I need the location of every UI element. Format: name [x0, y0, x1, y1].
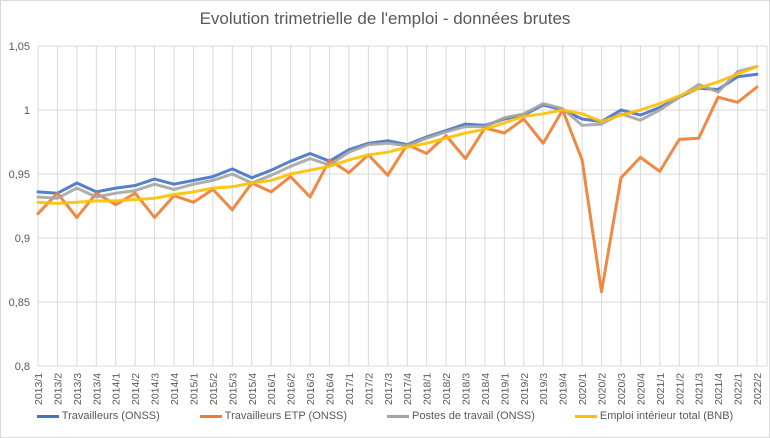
- legend-swatch: [387, 414, 410, 418]
- y-tick-label: 1,05: [9, 41, 30, 53]
- x-tick-label: 2018/3: [461, 373, 473, 405]
- legend-item: Emploi intérieur total (BNB): [574, 410, 734, 422]
- x-tick-label: 2017/3: [383, 373, 395, 405]
- y-tick-label: 0,95: [9, 169, 30, 181]
- series-line-travailleurs-onss: [36, 72, 759, 195]
- series-line-postes-de-travail-onss: [36, 65, 759, 200]
- series-line-emploi-int-rieur-total-bnb: [36, 65, 759, 205]
- x-tick-label: 2022/2: [752, 373, 764, 405]
- legend-item: Postes de travail (ONSS): [387, 410, 535, 422]
- legend-label: Emploi intérieur total (BNB): [599, 410, 734, 422]
- legend-label: Travailleurs ETP (ONSS): [224, 410, 348, 422]
- series-line-travailleurs-etp-onss: [36, 85, 759, 294]
- x-tick-label: 2015/2: [208, 373, 220, 405]
- x-tick-label: 2014/3: [150, 373, 162, 405]
- legend-item: Travailleurs ETP (ONSS): [199, 410, 348, 422]
- legend-swatch: [199, 414, 222, 418]
- legend-swatch: [574, 414, 597, 418]
- gridlines: [37, 45, 768, 367]
- y-tick-label: 0,85: [9, 297, 30, 309]
- x-tick-label: 2022/1: [733, 373, 745, 405]
- legend-label: Travailleurs (ONSS): [61, 410, 160, 422]
- x-tick-label: 2020/1: [577, 373, 589, 405]
- x-tick-label: 2016/2: [286, 373, 298, 405]
- x-tick-label: 2019/3: [538, 373, 550, 405]
- x-tick-label: 2020/3: [616, 373, 628, 405]
- series-lines: [36, 65, 759, 294]
- x-axis-ticks: 2013/1 2013/2 2013/3 2013/4 2014/1 2014/2 2014…: [33, 373, 764, 405]
- legend-label: Postes de travail (ONSS): [412, 410, 535, 422]
- x-tick-label: 2015/3: [227, 373, 239, 405]
- x-tick-label: 2017/1: [344, 373, 356, 405]
- x-tick-label: 2014/2: [130, 373, 142, 405]
- x-tick-label: 2014/4: [169, 373, 181, 405]
- legend: Travailleurs (ONSS) Travailleurs ETP (ONS…: [0, 410, 770, 422]
- x-tick-label: 2021/2: [674, 373, 686, 405]
- x-tick-label: 2019/2: [519, 373, 531, 405]
- x-tick-label: 2017/4: [402, 373, 414, 405]
- y-tick-label: 0,8: [15, 361, 30, 373]
- x-tick-label: 2021/1: [655, 373, 667, 405]
- x-tick-label: 2015/1: [188, 373, 200, 405]
- chart-title: Evolution trimetrielle de l'emploi - don…: [199, 9, 571, 28]
- y-axis-ticks: 0,8 0,85 0,9 0,95 1 1,05: [9, 41, 30, 373]
- x-tick-label: 2014/1: [111, 373, 123, 405]
- x-tick-label: 2017/2: [363, 373, 375, 405]
- y-tick-label: 0,9: [15, 233, 30, 245]
- x-tick-label: 2018/1: [422, 373, 434, 405]
- x-tick-label: 2013/3: [72, 373, 84, 405]
- x-tick-label: 2013/4: [91, 373, 103, 405]
- x-tick-label: 2016/4: [324, 373, 336, 405]
- x-tick-label: 2021/3: [694, 373, 706, 405]
- x-tick-label: 2013/2: [52, 373, 64, 405]
- y-tick-label: 1: [24, 105, 30, 117]
- x-tick-label: 2021/4: [713, 373, 725, 405]
- x-tick-label: 2013/1: [33, 373, 45, 405]
- x-tick-label: 2019/1: [499, 373, 511, 405]
- legend-item: Travailleurs (ONSS): [36, 410, 160, 422]
- x-tick-label: 2020/4: [635, 373, 647, 405]
- x-tick-label: 2015/4: [247, 373, 259, 405]
- x-tick-label: 2016/1: [266, 373, 278, 405]
- x-tick-label: 2019/4: [558, 373, 570, 405]
- x-tick-label: 2018/2: [441, 373, 453, 405]
- x-tick-label: 2016/3: [305, 373, 317, 405]
- x-tick-label: 2020/2: [597, 373, 609, 405]
- legend-swatch: [36, 414, 59, 418]
- x-tick-label: 2018/4: [480, 373, 492, 405]
